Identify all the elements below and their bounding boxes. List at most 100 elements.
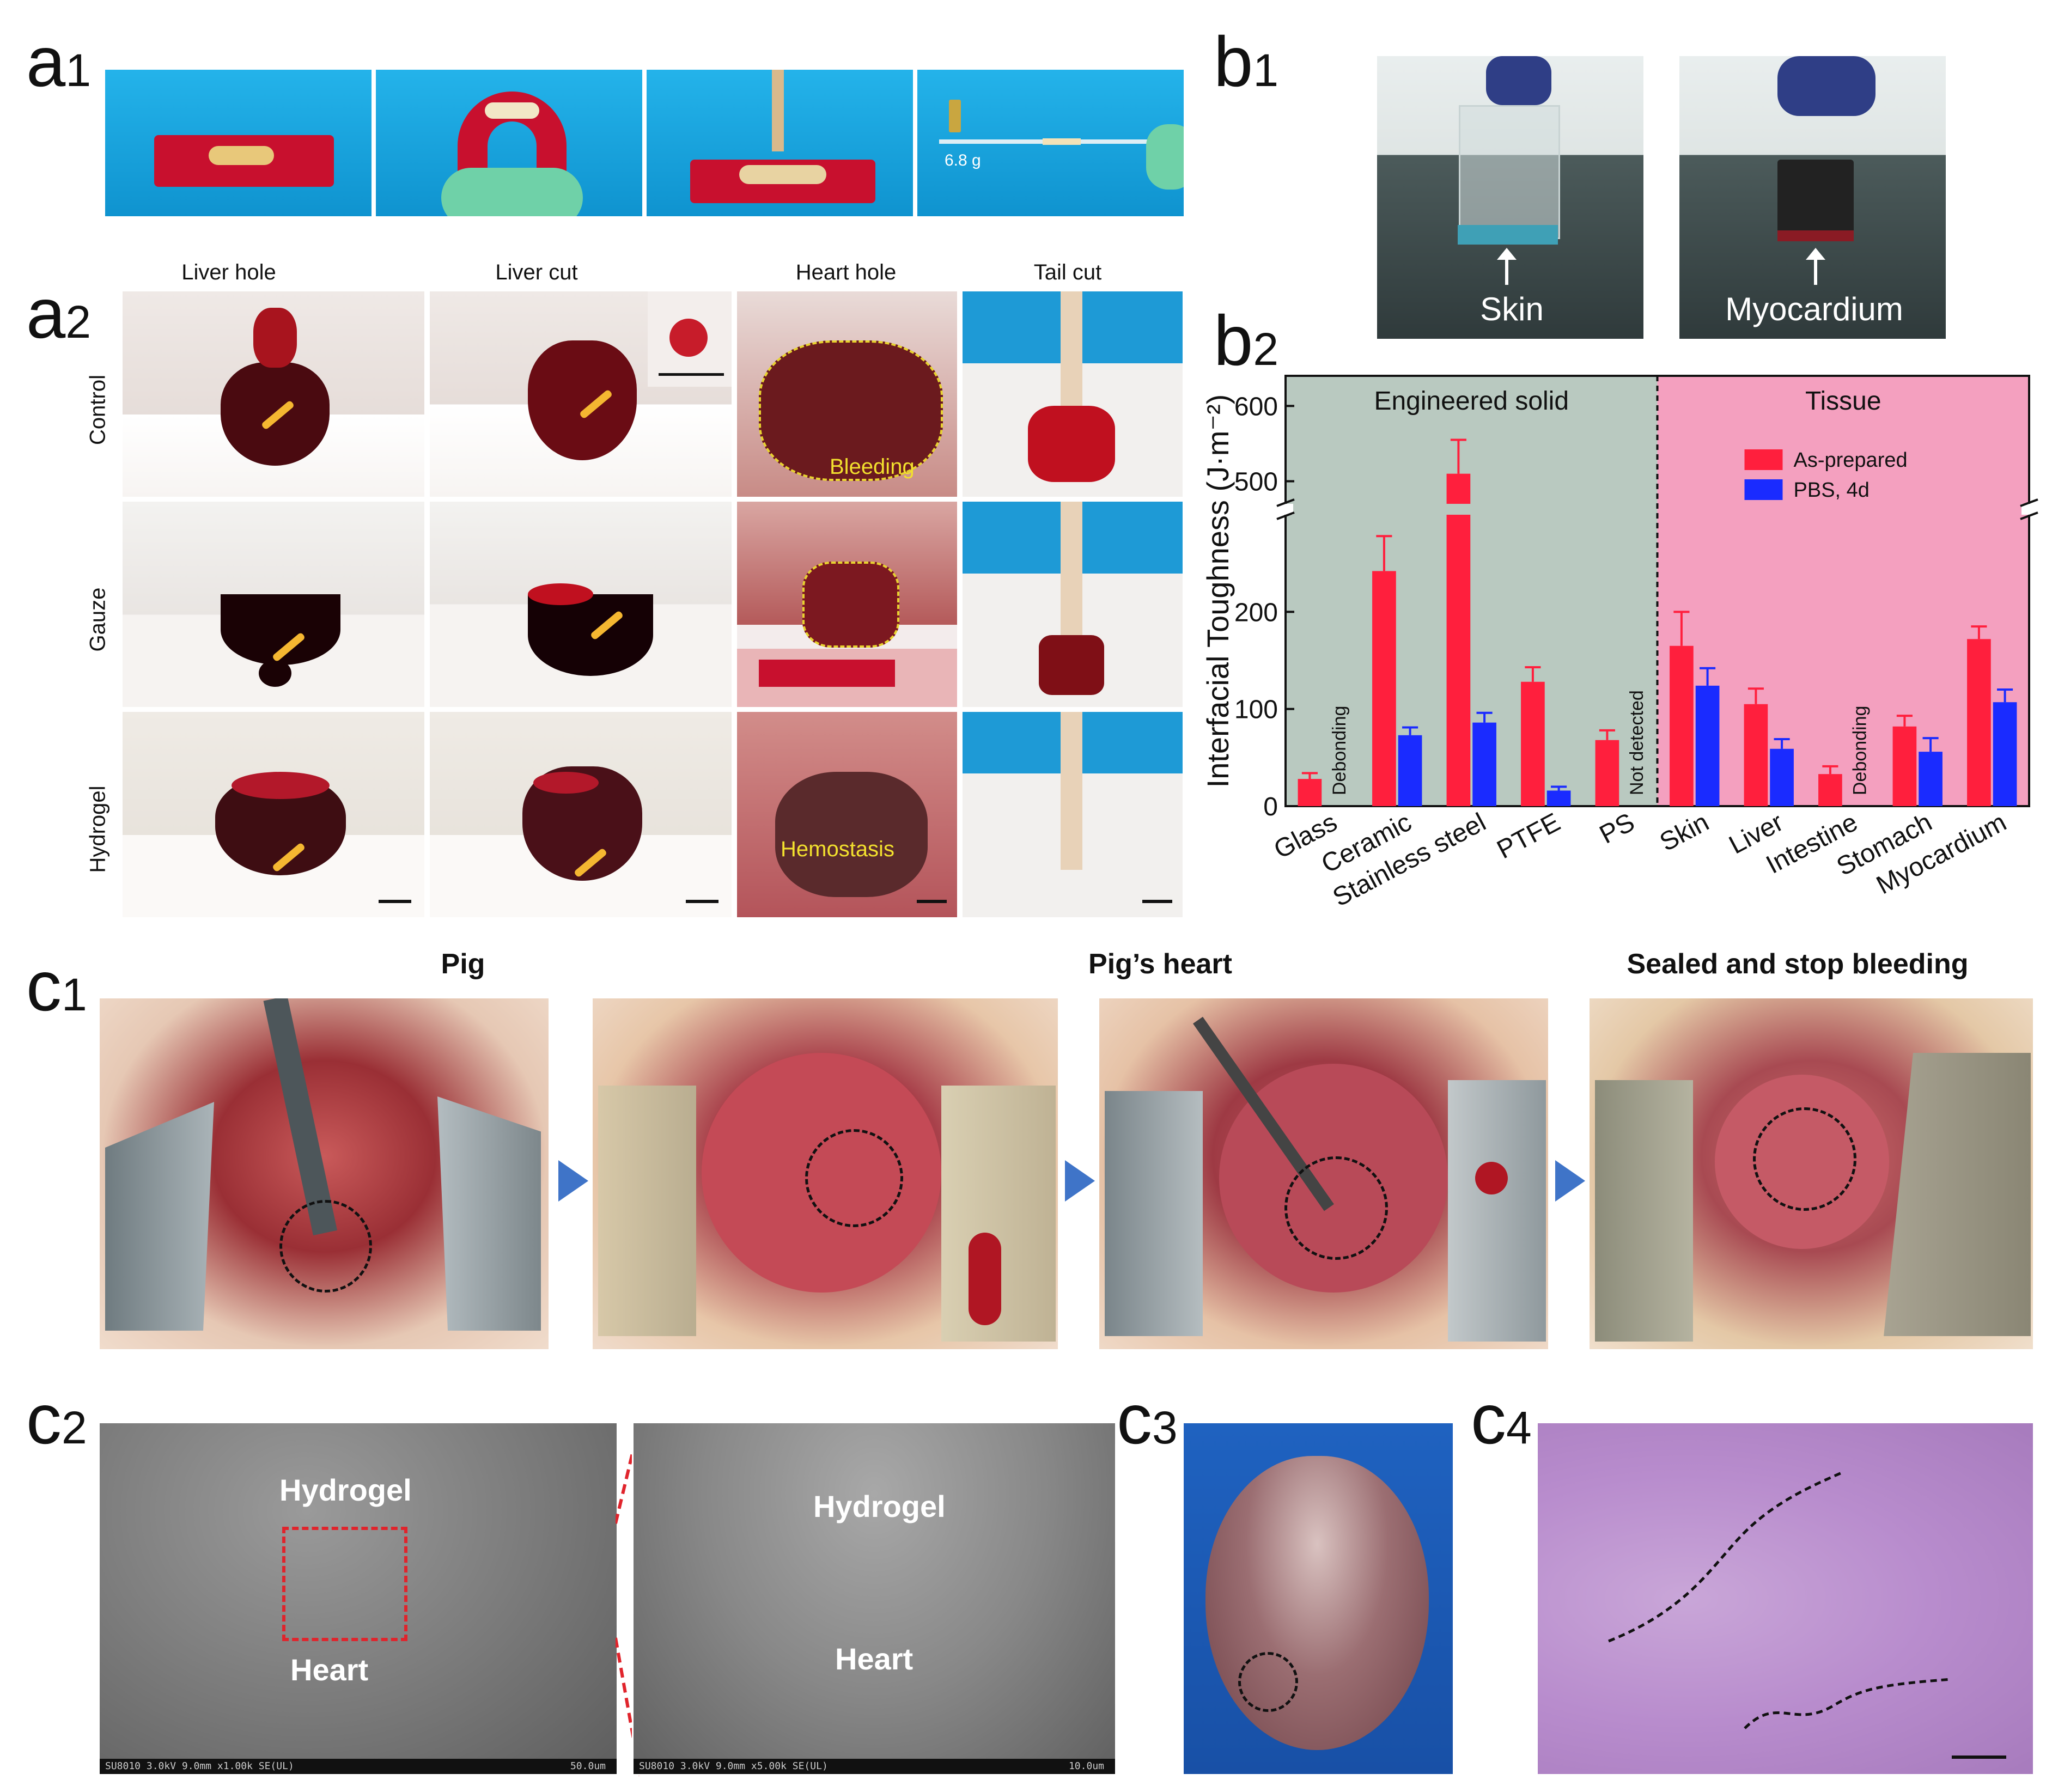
axis-break-gap-right — [2021, 504, 2037, 515]
arrow-stem — [1505, 258, 1508, 285]
gloved-hand — [1486, 56, 1551, 105]
bar-as-prepared-liver — [1744, 704, 1768, 806]
a2-control-heart-hole: Bleeding — [735, 290, 959, 498]
adhesive-patch — [1043, 138, 1081, 145]
a2-col-liver-hole: Liver hole — [181, 260, 276, 284]
a2-control-liver-hole — [121, 290, 426, 498]
bar-as-prepared-skin — [1670, 645, 1694, 806]
retractor-right — [1448, 1080, 1546, 1342]
tail — [1061, 712, 1082, 870]
wound-circle — [1284, 1156, 1388, 1260]
panel-label-c2: c2 — [26, 1379, 87, 1459]
skin-label: Skin — [1480, 291, 1544, 327]
c1-title-pig: Pig — [441, 948, 485, 980]
legend-label-as-prepared: As-prepared — [1794, 449, 1908, 472]
blood-drop — [1475, 1162, 1508, 1194]
a2-hydrogel-liver-hole — [121, 710, 426, 919]
myocardium-label: Myocardium — [1725, 291, 1903, 327]
y-tick-label: 600 — [1234, 392, 1278, 421]
c4-histology — [1536, 1422, 2035, 1776]
c1-title-pigs-heart: Pig’s heart — [1088, 948, 1232, 980]
blood-drip — [969, 1233, 1001, 1325]
a2-gauze-tail-cut — [961, 500, 1184, 709]
bar-as-prepared-myocardium — [1967, 639, 1991, 806]
arrow-right-icon — [1555, 1160, 1585, 1202]
bleeding-label: Bleeding — [830, 455, 915, 479]
bar-as-prepared-ps — [1595, 740, 1619, 806]
scale-bar — [379, 900, 411, 903]
liver — [528, 340, 637, 460]
bar-pbs-ceramic — [1398, 735, 1422, 806]
a2-col-liver-cut: Liver cut — [495, 260, 578, 284]
c1-photo-1 — [98, 997, 550, 1351]
x-tick-label: PTFE — [1493, 808, 1565, 864]
bar-pbs-liver — [1770, 748, 1794, 806]
scale-bar — [686, 900, 718, 903]
blood-drop — [259, 660, 291, 687]
bar-as-prepared-stainless-steel-lower — [1446, 515, 1471, 806]
a2-col-heart-hole: Heart hole — [795, 260, 897, 284]
bar-as-prepared-ptfe — [1521, 681, 1545, 806]
a2-gauze-liver-hole — [121, 500, 426, 709]
bar-as-prepared-stainless-steel-upper — [1446, 473, 1471, 504]
blood-stain — [528, 583, 593, 605]
x-tick-label: PS — [1595, 808, 1639, 850]
b1-photo-myocardium: Myocardium — [1678, 54, 1947, 340]
y-tick-label: 200 — [1234, 598, 1278, 627]
zoom-lines — [616, 1421, 642, 1776]
cylinder — [1777, 160, 1854, 236]
panel-label-a2: a2 — [26, 273, 92, 353]
a1-photo-2 — [374, 68, 644, 218]
hydrogel-patch — [232, 772, 330, 799]
a2-gauze-heart-hole — [735, 500, 959, 709]
c2-sem-low-mag: Hydrogel Heart SU8010 3.0kV 9.0mm x1.00k… — [98, 1422, 618, 1776]
a2-col-tail-cut: Tail cut — [1033, 260, 1102, 284]
bar-pbs-stomach — [1919, 752, 1943, 806]
annotation-glass: Debonding — [1329, 706, 1350, 795]
zoom-region — [282, 1527, 407, 1641]
bar-as-prepared-ceramic — [1372, 571, 1396, 806]
weight-label: 6.8 g — [945, 151, 981, 169]
bar-as-prepared-intestine — [1818, 774, 1842, 806]
blood-clot — [1028, 406, 1115, 482]
panel-label-b1: b1 — [1214, 22, 1279, 101]
axis-break-mark — [1276, 498, 1295, 507]
adhesive-patch — [739, 165, 826, 184]
legend-swatch-pbs — [1744, 479, 1783, 500]
hemostasis-label: Hemostasis — [781, 837, 894, 861]
c3-heart-photo — [1182, 1422, 1454, 1776]
a1-photo-3 — [645, 68, 915, 218]
arrow-up-icon — [1497, 248, 1517, 260]
legend-label-pbs: PBS, 4d — [1794, 479, 1870, 502]
y-tick-label: 500 — [1234, 468, 1278, 497]
a1-photo-1 — [103, 68, 373, 218]
blood-clot — [1039, 635, 1104, 695]
plot-frame — [1284, 375, 2030, 807]
scale-bar — [1142, 900, 1172, 903]
engineered-solid-label: Engineered solid — [1374, 387, 1569, 416]
y-axis-label: Interfacial Toughness (J·m⁻²) — [1201, 394, 1235, 788]
panel-label-c4: c4 — [1471, 1379, 1532, 1459]
adhesive-patch — [209, 146, 274, 165]
hydrogel-patch — [533, 772, 599, 794]
heart — [775, 772, 928, 897]
a2-control-tail-cut — [961, 290, 1184, 498]
sealed-wound-circle — [1753, 1107, 1856, 1211]
annotation-intestine: Debonding — [1850, 706, 1871, 795]
retractor-left — [1595, 1080, 1693, 1342]
wooden-stick — [772, 70, 784, 151]
scale-bar — [1952, 1756, 2006, 1759]
wound-circle — [805, 1129, 903, 1227]
wound-region — [802, 562, 899, 648]
bleeding-region — [759, 340, 943, 481]
gloved-hand — [1146, 124, 1184, 190]
a2-hydrogel-heart-hole: Hemostasis — [735, 710, 959, 919]
retractor-left — [598, 1086, 696, 1336]
axis-break-mark — [1276, 511, 1295, 520]
heart-label: Heart — [835, 1642, 914, 1676]
adhesive-patch — [485, 102, 539, 119]
arrow-stem — [1814, 258, 1817, 285]
bar-as-prepared-stomach — [1892, 726, 1917, 806]
wound-circle — [279, 1200, 372, 1293]
